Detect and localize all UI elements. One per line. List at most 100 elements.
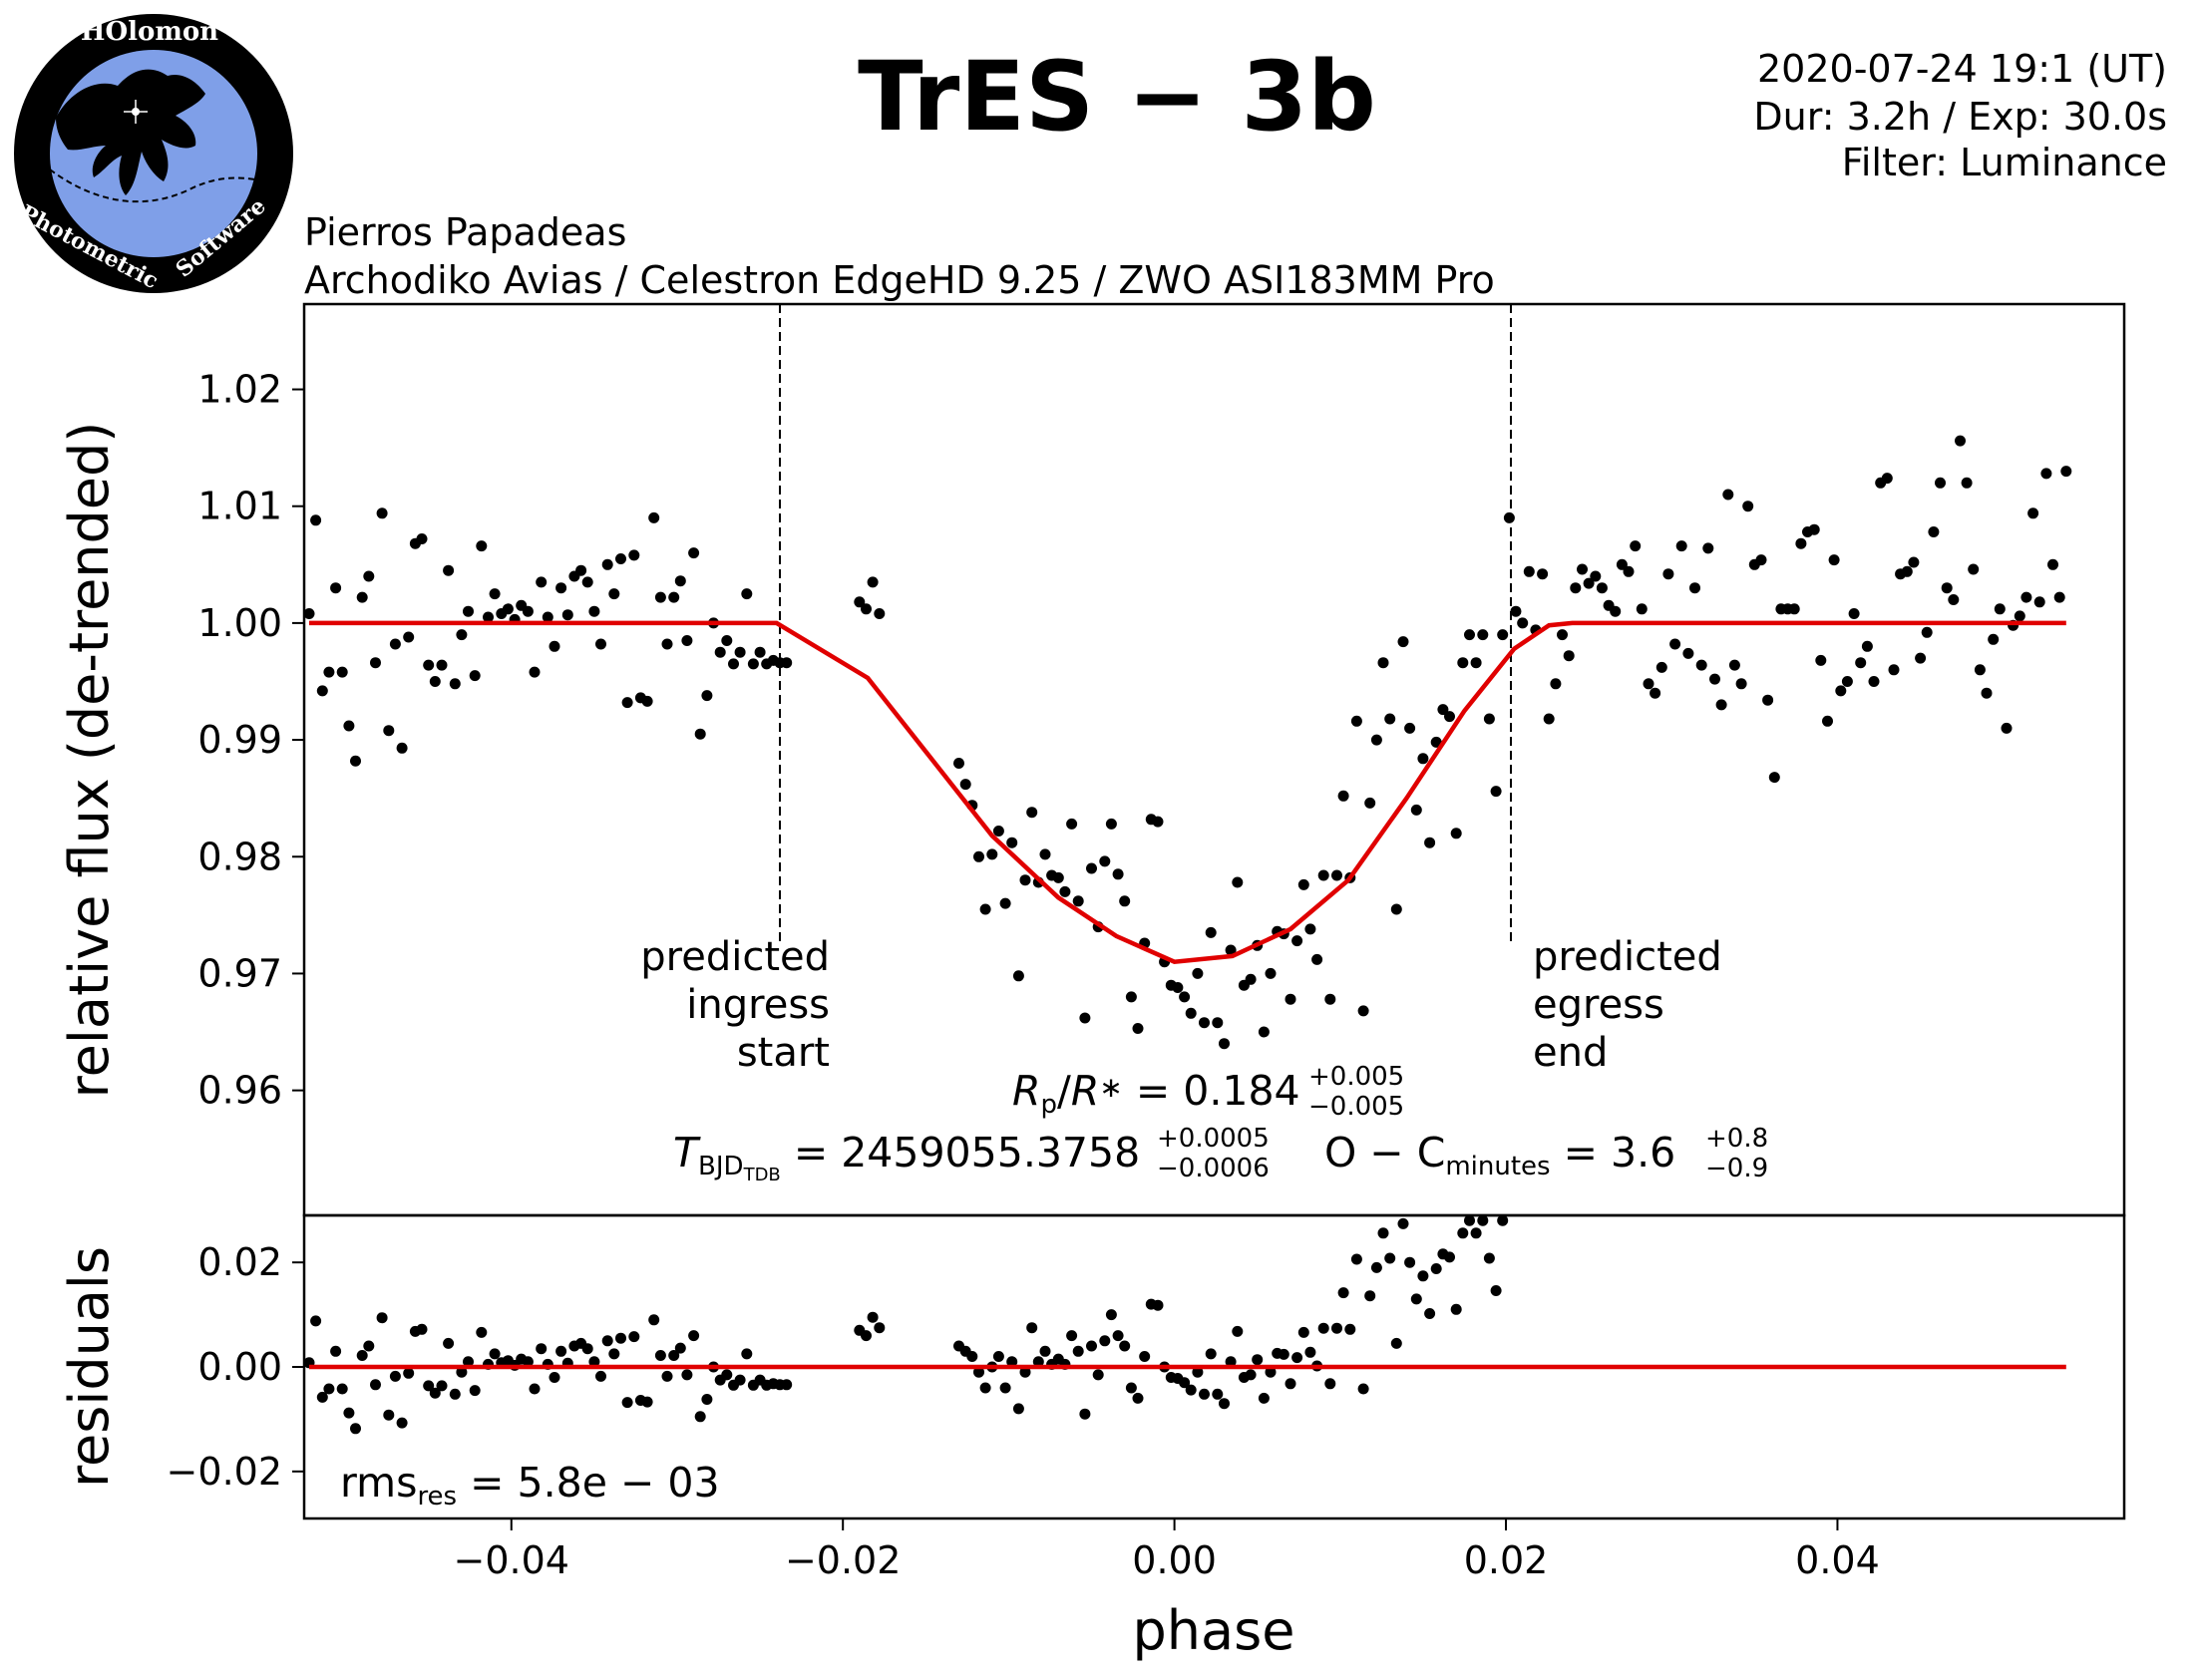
data-point — [1557, 629, 1568, 641]
data-point — [1285, 993, 1296, 1005]
data-point — [1344, 1323, 1356, 1335]
data-point — [999, 897, 1011, 909]
tmid-plus: +0.0005 — [1157, 1124, 1270, 1154]
data-point — [701, 1394, 713, 1405]
oc-annotation: O − Cminutes = 3.6 — [1324, 1129, 1675, 1181]
data-point — [336, 666, 348, 678]
rp-rs-minus: −0.005 — [1308, 1092, 1404, 1122]
data-point — [529, 666, 541, 678]
data-point — [701, 690, 713, 702]
data-point — [469, 1385, 481, 1397]
data-point — [1397, 1217, 1409, 1229]
data-point — [1464, 629, 1475, 641]
data-point — [310, 514, 322, 526]
data-point — [1331, 869, 1342, 881]
data-point — [1417, 1270, 1429, 1282]
data-point — [1477, 1214, 1489, 1226]
data-point — [1596, 582, 1608, 594]
main-y-axis-label: relative flux (de-trended) — [58, 422, 121, 1099]
data-point — [536, 576, 548, 588]
data-point — [1125, 991, 1137, 1003]
data-point — [681, 1369, 693, 1381]
data-point — [1185, 1384, 1197, 1396]
data-point — [861, 603, 872, 615]
data-point — [1232, 1325, 1244, 1337]
data-point — [1868, 676, 1880, 687]
data-point — [1424, 1308, 1436, 1319]
x-axis-label: phase — [1133, 1599, 1295, 1662]
data-point — [734, 1374, 746, 1386]
chart-title: TrES − 3b — [858, 41, 1376, 153]
y-tick-label: 0.97 — [197, 951, 282, 995]
data-point — [608, 1348, 620, 1360]
data-point — [1424, 837, 1436, 848]
data-point — [389, 1370, 401, 1382]
data-point — [1728, 659, 1740, 671]
data-point — [1258, 1026, 1270, 1038]
data-point — [575, 564, 587, 576]
data-point — [1297, 1326, 1309, 1338]
data-point — [1643, 678, 1654, 690]
data-point — [1988, 633, 2000, 645]
data-point — [1941, 582, 1953, 594]
data-point — [1066, 818, 1078, 830]
data-point — [1219, 1038, 1230, 1050]
data-point — [376, 1312, 388, 1324]
data-point — [1630, 540, 1642, 552]
data-point — [1537, 568, 1549, 580]
data-point — [1404, 1256, 1416, 1268]
data-point — [1291, 935, 1303, 947]
data-point — [1026, 1322, 1038, 1334]
data-point — [966, 1351, 978, 1362]
data-point — [648, 1314, 660, 1326]
data-point — [389, 638, 401, 650]
data-point — [1258, 1392, 1270, 1404]
data-point — [1377, 1227, 1389, 1239]
x-tick-label: 0.04 — [1795, 1538, 1880, 1582]
y-tick-label: 0.02 — [197, 1240, 282, 1284]
data-point — [376, 507, 388, 519]
data-point — [2001, 722, 2013, 734]
data-point — [1550, 678, 1562, 690]
data-point — [1337, 1287, 1349, 1299]
data-point — [1185, 1007, 1197, 1019]
data-point — [356, 1350, 368, 1361]
data-point — [1948, 594, 1960, 605]
data-point — [1232, 876, 1244, 888]
data-point — [443, 564, 455, 576]
data-point — [2053, 591, 2065, 603]
light-curve-panel: 0.96 0.97 0.98 0.99 1.00 1.01 1.02 predicted i… — [58, 302, 2126, 1217]
data-point — [1384, 1252, 1396, 1264]
data-point — [992, 1351, 1004, 1362]
data-point — [1722, 489, 1734, 501]
data-point — [1032, 1356, 1044, 1368]
data-point — [1921, 626, 1933, 638]
data-point — [874, 1322, 886, 1334]
data-point — [1410, 804, 1422, 816]
data-point — [403, 1367, 415, 1379]
data-point — [1404, 722, 1416, 734]
data-point — [1225, 1356, 1237, 1368]
data-point — [1311, 953, 1323, 965]
data-point — [1450, 1303, 1462, 1315]
data-point — [754, 646, 766, 658]
data-point — [734, 646, 746, 658]
y-tick-label: 1.00 — [197, 601, 282, 645]
data-point — [463, 605, 474, 617]
data-point — [449, 678, 461, 690]
filter-label: Filter: Luminance — [1842, 141, 2167, 184]
data-point — [350, 755, 361, 767]
data-point — [1994, 603, 2006, 615]
data-point — [959, 779, 971, 791]
data-point — [1689, 582, 1700, 594]
data-point — [1252, 1354, 1264, 1366]
data-point — [1483, 1252, 1495, 1264]
rp-rs-annotation: Rp/R∗ = 0.184 — [1012, 1067, 1300, 1120]
data-point — [1324, 993, 1336, 1005]
data-point — [1815, 654, 1827, 666]
data-point — [1331, 1322, 1342, 1334]
data-point — [1457, 1227, 1469, 1239]
data-point — [1112, 868, 1124, 880]
data-point — [608, 588, 620, 600]
